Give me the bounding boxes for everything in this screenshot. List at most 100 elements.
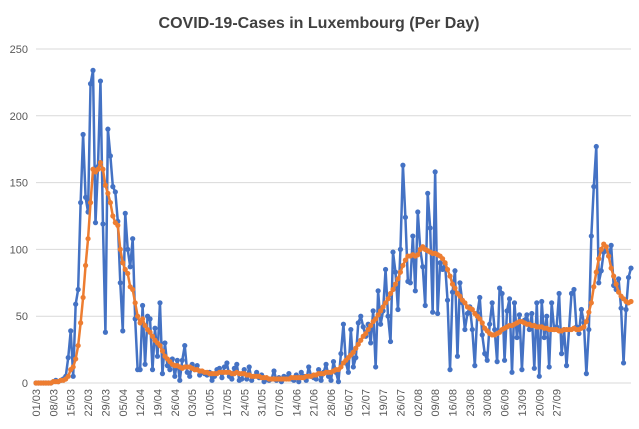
data-point xyxy=(157,342,163,349)
data-point xyxy=(563,363,570,369)
data-point xyxy=(519,367,525,373)
x-tick-label: 06/09 xyxy=(500,389,512,417)
data-point xyxy=(479,332,485,338)
data-point xyxy=(511,300,518,306)
data-point xyxy=(100,221,106,227)
x-tick-label: 16/08 xyxy=(448,389,460,417)
data-point xyxy=(120,328,126,334)
data-point xyxy=(313,376,319,382)
data-point xyxy=(420,264,426,270)
data-point xyxy=(435,310,441,317)
data-point xyxy=(472,363,478,369)
data-point xyxy=(97,159,104,166)
data-point xyxy=(586,326,592,333)
data-point xyxy=(137,320,143,326)
data-point xyxy=(105,126,111,132)
x-tick-label: 26/04 xyxy=(170,389,182,417)
data-point xyxy=(375,312,381,318)
y-axis-ticks: 0 50 100 150 200 250 xyxy=(10,44,28,390)
data-point xyxy=(432,169,438,175)
data-point xyxy=(130,286,136,293)
data-point xyxy=(338,351,344,357)
data-point xyxy=(164,363,170,369)
data-point xyxy=(620,360,627,366)
data-point xyxy=(541,334,547,341)
data-point xyxy=(167,367,173,373)
data-point xyxy=(82,194,89,200)
data-point xyxy=(454,353,461,359)
data-point xyxy=(209,377,215,383)
data-point xyxy=(464,310,470,317)
data-point xyxy=(392,269,399,275)
x-tick-label: 28/06 xyxy=(326,389,338,417)
data-point xyxy=(122,266,128,273)
data-point xyxy=(254,369,260,375)
data-point xyxy=(514,334,520,341)
x-tick-label: 12/07 xyxy=(361,389,373,417)
data-point xyxy=(534,300,540,306)
data-point xyxy=(373,316,379,322)
x-tick-label: 09/08 xyxy=(430,389,442,417)
data-point xyxy=(544,313,550,319)
data-point xyxy=(469,326,475,333)
x-tick-label: 07/06 xyxy=(274,389,286,417)
data-point xyxy=(462,326,468,333)
data-point xyxy=(616,289,622,295)
data-point xyxy=(194,363,200,369)
data-point xyxy=(373,364,379,370)
x-tick-label: 14/06 xyxy=(291,389,303,417)
data-point xyxy=(385,313,391,319)
data-point xyxy=(588,233,594,239)
data-point xyxy=(395,276,401,282)
data-point xyxy=(97,78,104,84)
data-point xyxy=(110,213,116,219)
data-point xyxy=(107,153,113,159)
x-tick-label: 10/05 xyxy=(205,389,217,417)
data-point xyxy=(127,264,133,270)
data-point xyxy=(412,288,418,294)
data-point xyxy=(499,290,505,297)
data-point xyxy=(244,376,250,382)
data-point xyxy=(162,340,168,346)
data-point xyxy=(501,357,508,363)
data-point xyxy=(149,333,156,339)
data-point xyxy=(355,341,361,347)
data-point xyxy=(442,260,448,266)
data-point xyxy=(611,273,617,279)
x-tick-label: 17/05 xyxy=(222,389,234,417)
data-point xyxy=(449,289,456,295)
data-point xyxy=(400,162,406,168)
data-point xyxy=(219,375,225,381)
data-point xyxy=(444,297,451,303)
data-point xyxy=(447,273,453,279)
data-point xyxy=(117,246,123,252)
data-point xyxy=(506,296,513,302)
data-point xyxy=(358,313,364,319)
x-tick-label: 19/07 xyxy=(378,389,390,417)
data-point xyxy=(576,330,582,337)
data-point xyxy=(149,367,156,373)
data-point xyxy=(390,286,396,293)
x-tick-label: 13/09 xyxy=(517,389,529,417)
data-point xyxy=(110,184,116,190)
data-point xyxy=(558,351,565,357)
y-tick-label: 100 xyxy=(10,244,28,256)
data-point xyxy=(353,355,359,361)
data-point xyxy=(140,316,146,322)
data-point xyxy=(477,294,483,301)
data-point xyxy=(117,280,123,286)
x-tick-label: 15/03 xyxy=(66,389,78,417)
data-point xyxy=(390,249,396,255)
data-point xyxy=(422,302,428,309)
data-point xyxy=(135,313,141,319)
data-point xyxy=(137,367,143,373)
y-tick-label: 250 xyxy=(10,44,28,56)
data-point xyxy=(425,190,431,196)
data-point xyxy=(87,81,94,87)
data-point xyxy=(427,225,433,231)
x-tick-label: 27/09 xyxy=(552,389,564,417)
y-tick-label: 0 xyxy=(22,378,28,390)
data-point xyxy=(370,308,376,314)
